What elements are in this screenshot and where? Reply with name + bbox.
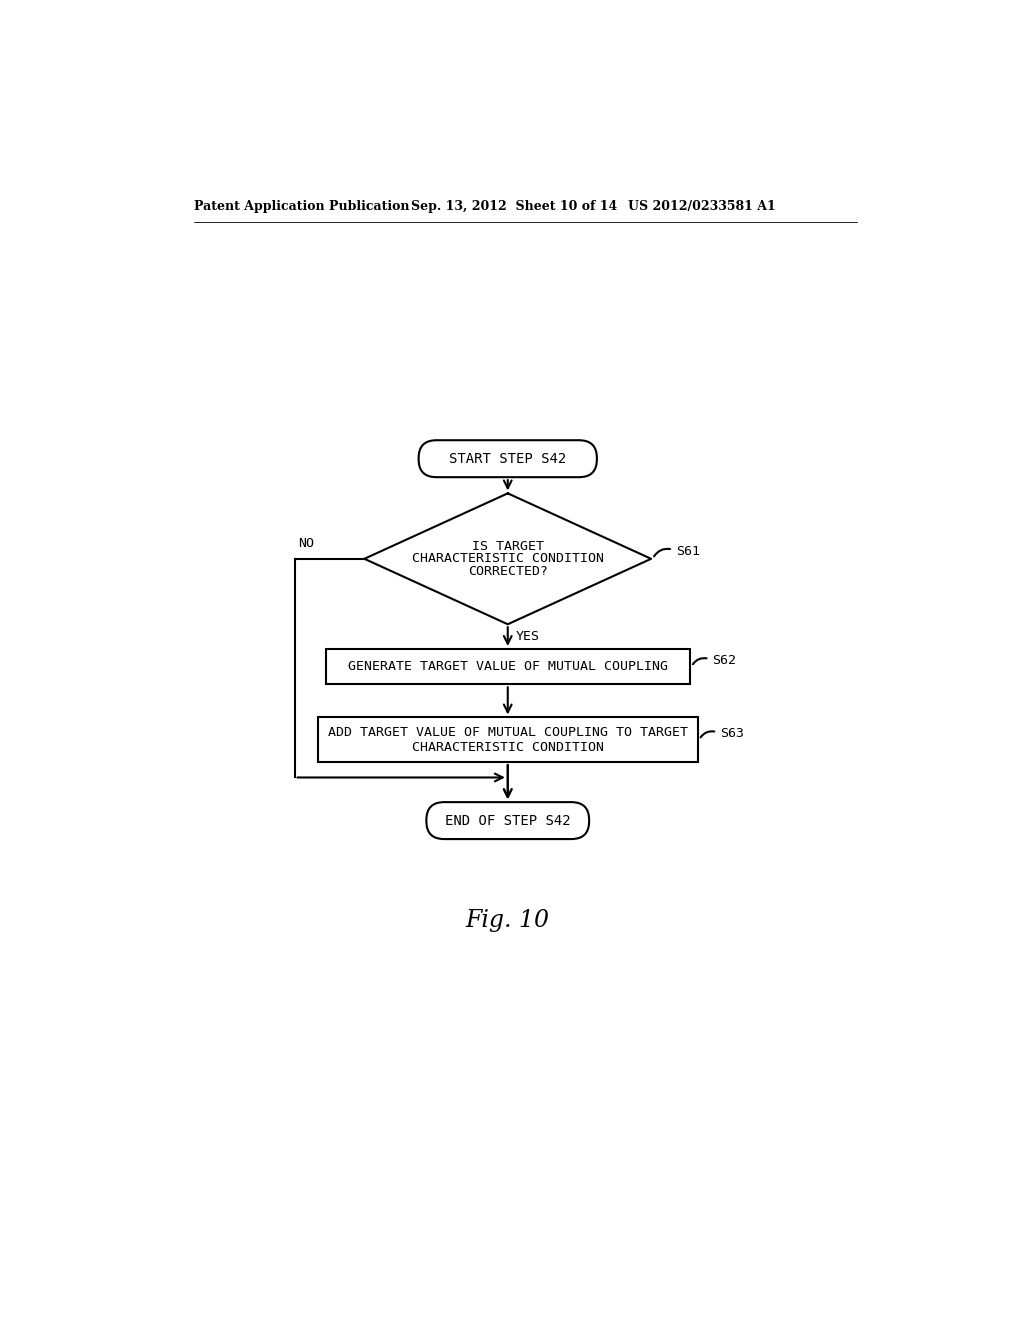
Text: S61: S61 [676,545,700,557]
Text: END OF STEP S42: END OF STEP S42 [445,813,570,828]
Text: GENERATE TARGET VALUE OF MUTUAL COUPLING: GENERATE TARGET VALUE OF MUTUAL COUPLING [348,660,668,673]
Text: YES: YES [515,630,540,643]
Bar [326,649,690,684]
Bar [317,718,697,762]
Text: CORRECTED?: CORRECTED? [468,565,548,578]
Text: US 2012/0233581 A1: US 2012/0233581 A1 [628,199,775,213]
Text: IS TARGET: IS TARGET [472,540,544,553]
Text: ADD TARGET VALUE OF MUTUAL COUPLING TO TARGET
CHARACTERISTIC CONDITION: ADD TARGET VALUE OF MUTUAL COUPLING TO T… [328,726,688,754]
FancyBboxPatch shape [419,441,597,478]
Text: START STEP S42: START STEP S42 [450,451,566,466]
Text: CHARACTERISTIC CONDITION: CHARACTERISTIC CONDITION [412,552,604,565]
Text: S62: S62 [713,653,736,667]
Text: Sep. 13, 2012  Sheet 10 of 14: Sep. 13, 2012 Sheet 10 of 14 [411,199,617,213]
Text: Patent Application Publication: Patent Application Publication [194,199,410,213]
Text: Fig. 10: Fig. 10 [466,909,550,932]
Text: S63: S63 [720,727,744,741]
FancyBboxPatch shape [426,803,589,840]
Text: NO: NO [299,537,314,550]
